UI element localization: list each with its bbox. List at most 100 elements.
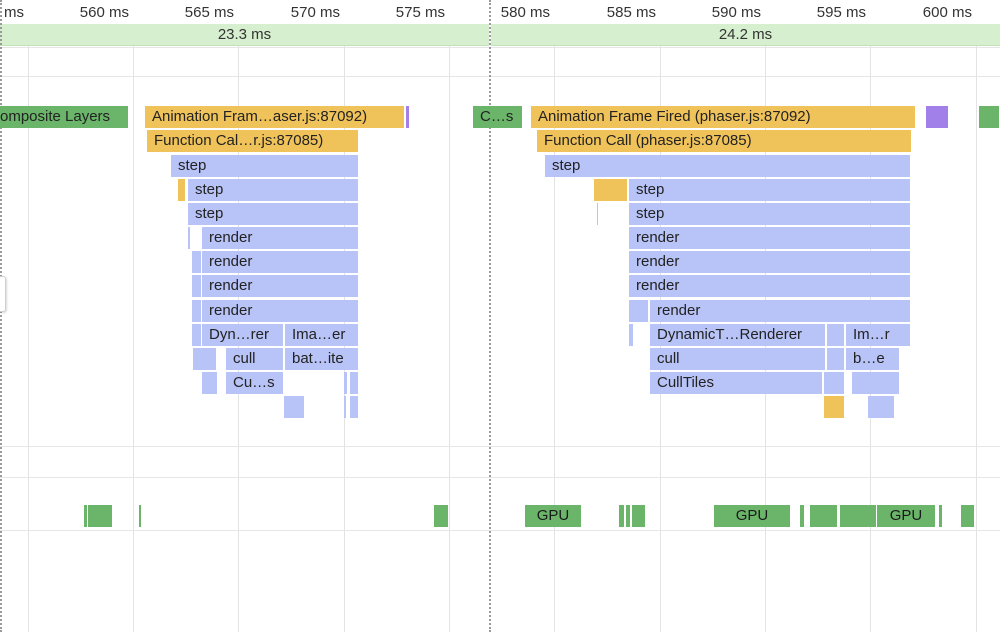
tick-label: 560 ms [79, 4, 129, 21]
row-separator [0, 530, 1000, 531]
row-separator [0, 477, 1000, 478]
gpu-task[interactable] [961, 505, 975, 527]
step-call[interactable]: step [171, 155, 359, 177]
frame-boundary [489, 0, 491, 632]
cull-tiles-call[interactable]: CullTiles [650, 372, 823, 394]
render-call[interactable]: render [629, 275, 911, 297]
gpu-task[interactable] [632, 505, 646, 527]
render-call[interactable]: render [202, 251, 359, 273]
js-call[interactable] [344, 372, 348, 394]
sidebar-collapse-handle[interactable] [0, 276, 6, 312]
rendering-event[interactable] [926, 106, 949, 128]
frame-duration: 24.2 ms [718, 26, 773, 43]
render-call[interactable]: render [650, 300, 911, 322]
render-call[interactable]: render [202, 300, 359, 322]
js-call[interactable] [192, 251, 202, 273]
time-ruler: ms 560 ms 565 ms 570 ms 575 ms 580 ms 58… [0, 0, 1000, 24]
tick-label: ms [4, 4, 24, 21]
frame-block[interactable]: 23.3 ms [0, 24, 489, 46]
scripting-event[interactable] [597, 203, 599, 225]
tick-label: 585 ms [606, 4, 656, 21]
tick-label: 595 ms [816, 4, 866, 21]
js-call[interactable] [629, 300, 649, 322]
gpu-task[interactable]: GPU [525, 505, 582, 527]
step-call[interactable]: step [545, 155, 911, 177]
cull-call[interactable]: cull [226, 348, 284, 370]
batch-sprite-call[interactable]: b…e [846, 348, 900, 370]
frame-boundary [0, 0, 2, 632]
gpu-task[interactable] [139, 505, 142, 527]
step-call[interactable]: step [188, 179, 359, 201]
function-call-event[interactable]: Function Call (phaser.js:87085) [537, 130, 912, 152]
js-call[interactable] [824, 372, 845, 394]
js-call[interactable] [192, 300, 202, 322]
row-separator [0, 47, 1000, 48]
cull-tiles-call[interactable]: Cu…s [226, 372, 284, 394]
frame-duration: 23.3 ms [217, 26, 272, 43]
render-call[interactable]: render [202, 275, 359, 297]
row-separator [0, 446, 1000, 447]
gridline [449, 0, 450, 632]
tick-label: 580 ms [500, 4, 550, 21]
tick-label: 575 ms [395, 4, 445, 21]
gpu-task[interactable] [939, 505, 943, 527]
gpu-task[interactable] [619, 505, 625, 527]
scripting-event[interactable] [594, 179, 628, 201]
gridline [554, 0, 555, 632]
tick-label: 590 ms [711, 4, 761, 21]
gpu-task[interactable] [800, 505, 805, 527]
gpu-task[interactable] [434, 505, 449, 527]
gpu-task[interactable] [84, 505, 88, 527]
dynamic-tilemap-renderer-call[interactable]: DynamicT…Renderer [650, 324, 826, 346]
step-call[interactable]: step [188, 203, 359, 225]
scripting-event[interactable] [178, 179, 186, 201]
image-renderer-call[interactable]: Im…r [846, 324, 911, 346]
gridline [28, 0, 29, 632]
row-separator [0, 76, 1000, 77]
gpu-task[interactable] [810, 505, 838, 527]
js-call[interactable] [827, 324, 845, 346]
composite-layers-event[interactable]: omposite Layers [0, 106, 129, 128]
js-call[interactable] [188, 227, 191, 249]
render-call[interactable]: render [629, 251, 911, 273]
render-call[interactable]: render [629, 227, 911, 249]
js-call[interactable] [344, 396, 347, 418]
cull-call[interactable]: cull [650, 348, 826, 370]
gpu-task[interactable] [626, 505, 631, 527]
gpu-task[interactable]: GPU [714, 505, 791, 527]
function-call-event[interactable]: Function Cal…r.js:87085) [147, 130, 359, 152]
animation-frame-fired-event[interactable]: Animation Fram…aser.js:87092) [145, 106, 405, 128]
js-call[interactable] [350, 372, 359, 394]
js-call[interactable] [284, 396, 305, 418]
animation-frame-fired-event[interactable]: Animation Frame Fired (phaser.js:87092) [531, 106, 916, 128]
step-call[interactable]: step [629, 203, 911, 225]
js-call[interactable] [852, 372, 900, 394]
dynamic-tilemap-renderer-call[interactable]: Dyn…rer [202, 324, 284, 346]
gpu-task[interactable] [88, 505, 113, 527]
js-call[interactable] [629, 324, 634, 346]
batch-sprite-call[interactable]: bat…ite [285, 348, 359, 370]
tick-label: 570 ms [290, 4, 340, 21]
composite-layers-event[interactable]: C…s [473, 106, 523, 128]
js-call[interactable] [827, 348, 845, 370]
render-call[interactable]: render [202, 227, 359, 249]
gpu-task[interactable]: GPU [877, 505, 936, 527]
tick-label: 565 ms [184, 4, 234, 21]
js-call[interactable] [868, 396, 895, 418]
js-call[interactable] [192, 275, 202, 297]
image-renderer-call[interactable]: Ima…er [285, 324, 359, 346]
gpu-task[interactable] [840, 505, 877, 527]
gridline [133, 0, 134, 632]
step-call[interactable]: step [629, 179, 911, 201]
tick-label: 600 ms [922, 4, 972, 21]
rendering-event[interactable] [406, 106, 410, 128]
js-call[interactable] [202, 372, 218, 394]
js-call[interactable] [192, 324, 202, 346]
js-call[interactable] [193, 348, 217, 370]
scripting-event[interactable] [824, 396, 845, 418]
frame-block[interactable]: 24.2 ms [491, 24, 1000, 46]
gridline [976, 0, 977, 632]
composite-layers-event[interactable] [979, 106, 1000, 128]
js-call[interactable] [350, 396, 359, 418]
